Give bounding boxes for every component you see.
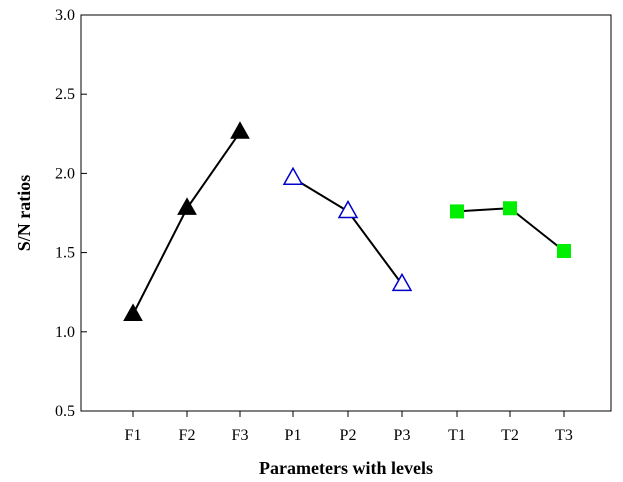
point-p3 <box>391 272 413 292</box>
x-tick-label-f2: F2 <box>179 427 196 444</box>
x-tick-label-p2: P2 <box>340 427 357 444</box>
point-t3 <box>557 244 571 259</box>
y-tick-label-5: 3.0 <box>55 7 75 24</box>
point-f1 <box>123 303 143 321</box>
y-tick-label-3: 2.0 <box>55 165 75 182</box>
y-tick-label-4: 2.5 <box>55 86 75 103</box>
x-axis-title: Parameters with levels <box>259 458 433 478</box>
point-f2 <box>177 197 197 215</box>
y-axis: 0.5 1.0 1.5 2.0 2.5 3.0 <box>55 7 87 420</box>
series-1-line <box>292 177 403 285</box>
x-tick-label-p1: P1 <box>285 427 302 444</box>
point-p1 <box>282 166 304 185</box>
y-tick-label-1: 1.0 <box>55 324 75 341</box>
x-tick-label-p3: P3 <box>394 427 411 444</box>
x-tick-label-f1: F1 <box>125 427 142 444</box>
y-axis-title: S/N ratios <box>14 175 34 252</box>
x-tick-label-t1: T1 <box>448 427 466 444</box>
plot-frame <box>80 14 612 412</box>
y-tick-label-2: 1.5 <box>55 245 75 262</box>
x-axis: F1 F2 F3 P1 P2 P3 T1 T2 T3 <box>125 411 573 444</box>
x-tick-label-t2: T2 <box>501 427 519 444</box>
x-tick-label-f3: F3 <box>232 427 249 444</box>
series-0-line <box>132 131 241 315</box>
point-f3 <box>230 121 250 139</box>
point-t1 <box>450 204 464 219</box>
point-t2 <box>503 201 517 216</box>
x-tick-label-t3: T3 <box>555 427 573 444</box>
y-tick-label-0: 0.5 <box>55 403 75 420</box>
series-layer <box>123 121 571 321</box>
point-p2 <box>337 199 359 219</box>
